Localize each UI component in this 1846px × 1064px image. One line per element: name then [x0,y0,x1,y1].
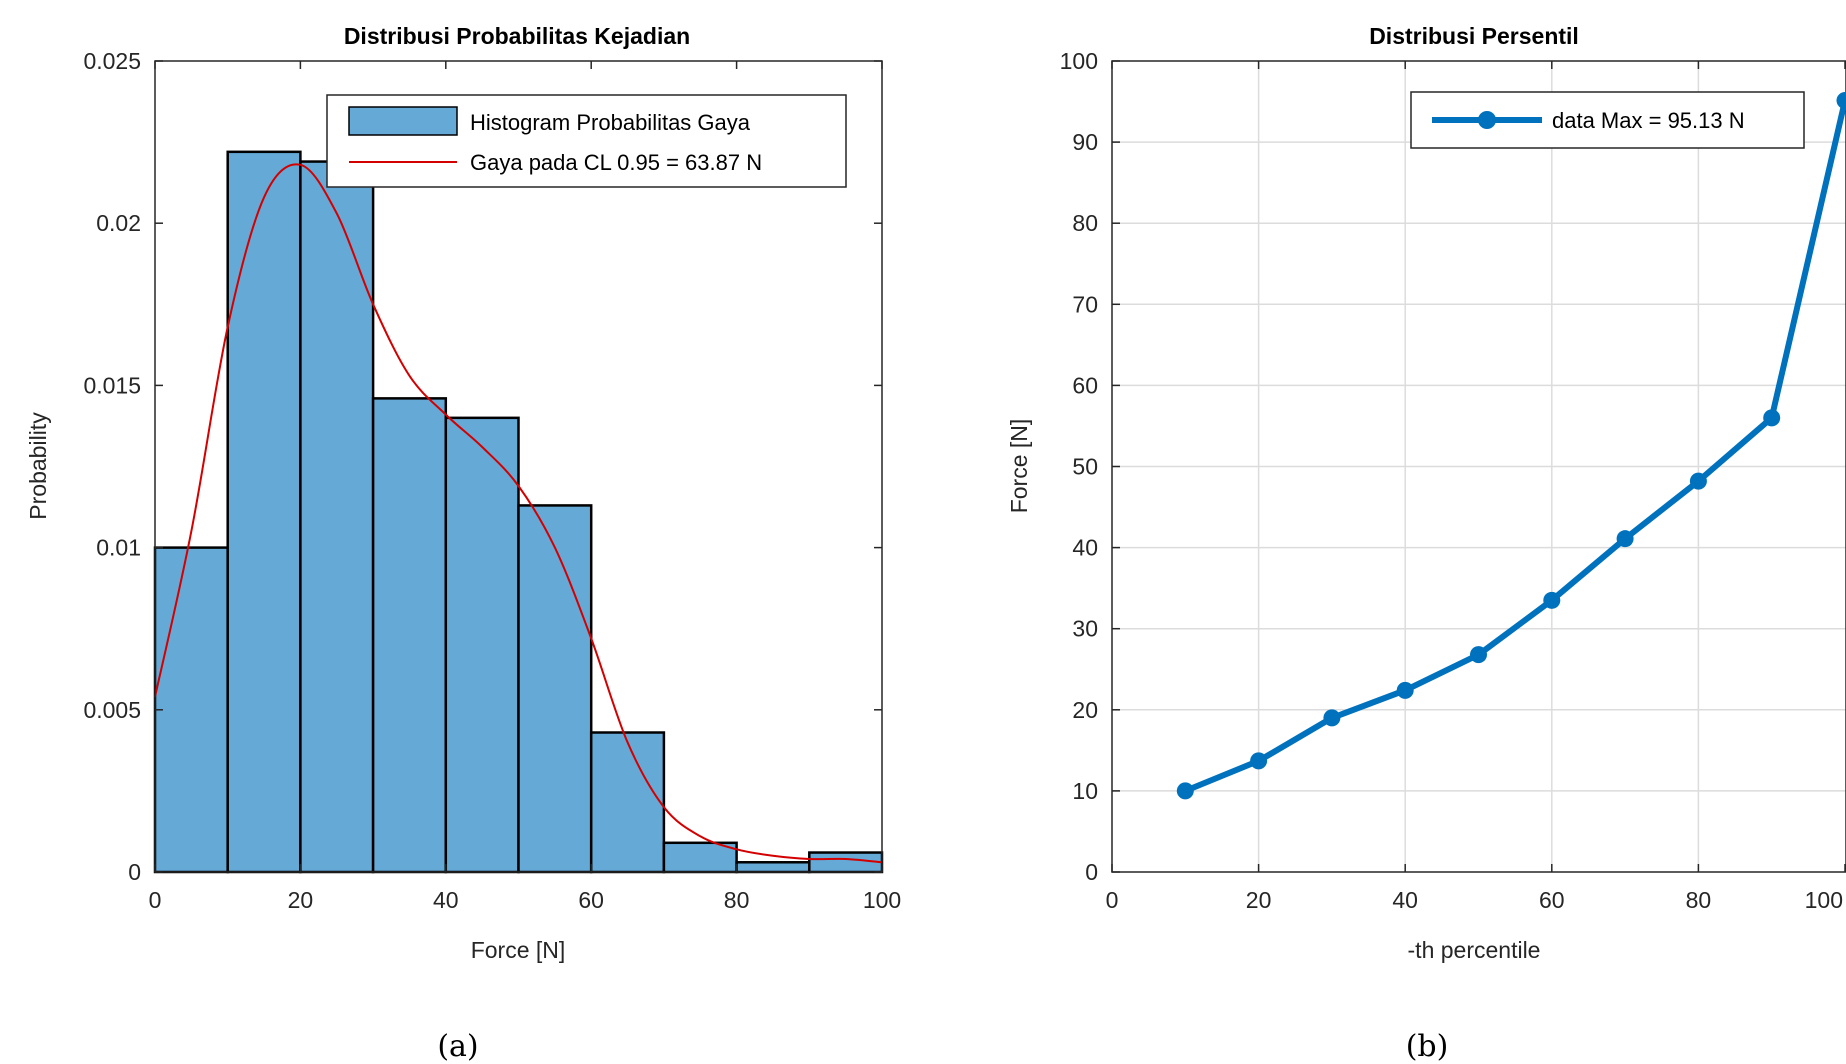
histogram-x-ticks: 0 20 40 60 80 100 [149,61,901,913]
data-point [1689,472,1707,490]
x-tick-label: 0 [1106,887,1119,913]
fit-curve [154,163,883,864]
y-tick-label: 10 [1072,778,1098,804]
legend-histogram-label: Histogram Probabilitas Gaya [470,110,751,135]
legend-fit-label: Gaya pada CL 0.95 = 63.87 N [470,150,762,175]
y-tick-label: 0 [128,859,141,885]
histogram-bar [808,851,884,874]
x-tick-label: 60 [578,887,604,913]
data-point [1250,752,1268,770]
y-tick-label: 0.015 [83,372,141,398]
percentile-legend: data Max = 95.13 N [1410,91,1805,149]
histogram-bar [371,397,448,874]
data-point [1763,409,1781,427]
percentile-y-label: Force [N] [1006,419,1032,514]
y-tick-label: 30 [1072,616,1098,642]
x-tick-label: 60 [1539,887,1565,913]
histogram-bars [153,150,884,874]
histogram-title: Distribusi Probabilitas Kejadian [344,23,690,49]
data-point [1836,91,1846,109]
caption-b: (b) [1406,1029,1449,1064]
histogram-bar [589,731,666,874]
y-tick-label: 0.005 [83,697,141,723]
data-point [1323,709,1341,727]
data-point [1396,681,1414,699]
histogram-y-label: Probability [25,412,51,520]
histogram-x-label: Force [N] [471,937,566,963]
percentile-series-line [1184,99,1846,794]
y-tick-label: 60 [1072,372,1098,398]
percentile-points [1176,91,1846,800]
y-tick-label: 90 [1072,129,1098,155]
y-tick-label: 100 [1060,48,1098,74]
x-tick-label: 80 [724,887,750,913]
data-point [1616,530,1634,548]
y-tick-label: 80 [1072,210,1098,236]
x-tick-label: 0 [149,887,162,913]
histogram-bar [299,160,375,874]
histogram-y-ticks: 0 0.005 0.01 0.015 0.02 0.025 [83,48,882,885]
x-tick-label: 40 [1392,887,1418,913]
percentile-x-label: -th percentile [1408,937,1541,963]
histogram-axes-box [154,60,883,873]
x-tick-label: 100 [1805,887,1843,913]
y-tick-label: 40 [1072,535,1098,561]
y-tick-label: 50 [1072,454,1098,480]
data-point [1543,591,1561,609]
y-tick-label: 0 [1085,859,1098,885]
histogram-legend: Histogram Probabilitas Gaya Gaya pada CL… [326,94,847,188]
y-tick-label: 20 [1072,697,1098,723]
y-tick-label: 0.025 [83,48,141,74]
x-tick-label: 80 [1686,887,1712,913]
caption-a: (a) [437,1029,478,1064]
x-tick-label: 100 [863,887,901,913]
data-point [1470,646,1487,664]
data-point [1176,782,1194,800]
y-tick-label: 0.02 [96,210,141,236]
histogram-bar [517,504,593,874]
y-tick-label: 0.01 [96,535,141,561]
histogram-bar [153,546,229,874]
y-tick-label: 70 [1072,291,1098,317]
percentile-x-ticks: 0 20 40 60 80 100 [1106,61,1846,913]
histogram-bar [226,150,302,874]
x-tick-label: 20 [288,887,314,913]
histogram-bar [444,416,520,874]
legend-series-label: data Max = 95.13 N [1552,108,1745,133]
percentile-panel: Distribusi Persentil 0 20 40 60 80 100 0 10 20 3… [1006,23,1846,1064]
percentile-grid [1112,61,1846,872]
x-tick-label: 20 [1246,887,1272,913]
percentile-title: Distribusi Persentil [1369,23,1579,49]
legend-series-marker [1478,111,1496,129]
x-tick-label: 40 [433,887,459,913]
legend-histogram-swatch [348,106,458,136]
histogram-panel: Distribusi Probabilitas Kejadian 0 20 40 60… [25,23,901,1064]
histogram-bar [735,861,811,874]
percentile-y-ticks: 0 10 20 30 40 50 60 70 80 90 100 [1060,48,1120,885]
